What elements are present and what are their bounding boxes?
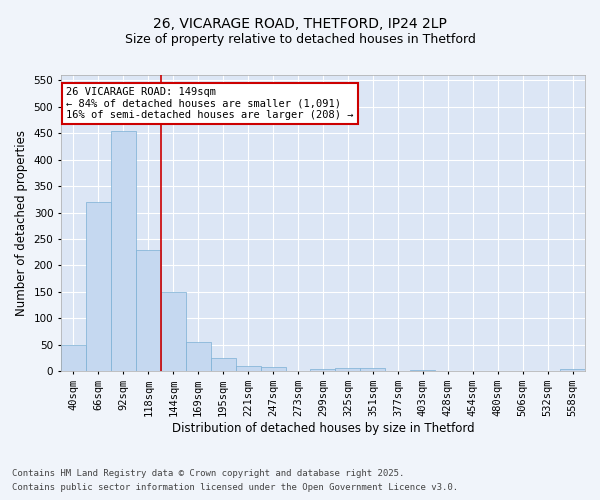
Bar <box>211 358 236 372</box>
Bar <box>560 369 585 372</box>
Y-axis label: Number of detached properties: Number of detached properties <box>15 130 28 316</box>
Text: Contains public sector information licensed under the Open Government Licence v3: Contains public sector information licen… <box>12 484 458 492</box>
Bar <box>136 250 161 372</box>
Text: Size of property relative to detached houses in Thetford: Size of property relative to detached ho… <box>125 32 475 46</box>
Bar <box>61 345 86 372</box>
Text: 26 VICARAGE ROAD: 149sqm
← 84% of detached houses are smaller (1,091)
16% of sem: 26 VICARAGE ROAD: 149sqm ← 84% of detach… <box>66 87 353 120</box>
Bar <box>236 366 260 372</box>
Bar <box>310 368 335 372</box>
Text: Contains HM Land Registry data © Crown copyright and database right 2025.: Contains HM Land Registry data © Crown c… <box>12 468 404 477</box>
Bar <box>260 367 286 372</box>
Bar <box>410 370 435 372</box>
Bar <box>111 130 136 372</box>
Bar <box>86 202 111 372</box>
Bar <box>335 368 361 372</box>
X-axis label: Distribution of detached houses by size in Thetford: Distribution of detached houses by size … <box>172 422 474 435</box>
Bar <box>361 368 385 372</box>
Text: 26, VICARAGE ROAD, THETFORD, IP24 2LP: 26, VICARAGE ROAD, THETFORD, IP24 2LP <box>153 18 447 32</box>
Bar <box>161 292 186 372</box>
Bar <box>186 342 211 372</box>
